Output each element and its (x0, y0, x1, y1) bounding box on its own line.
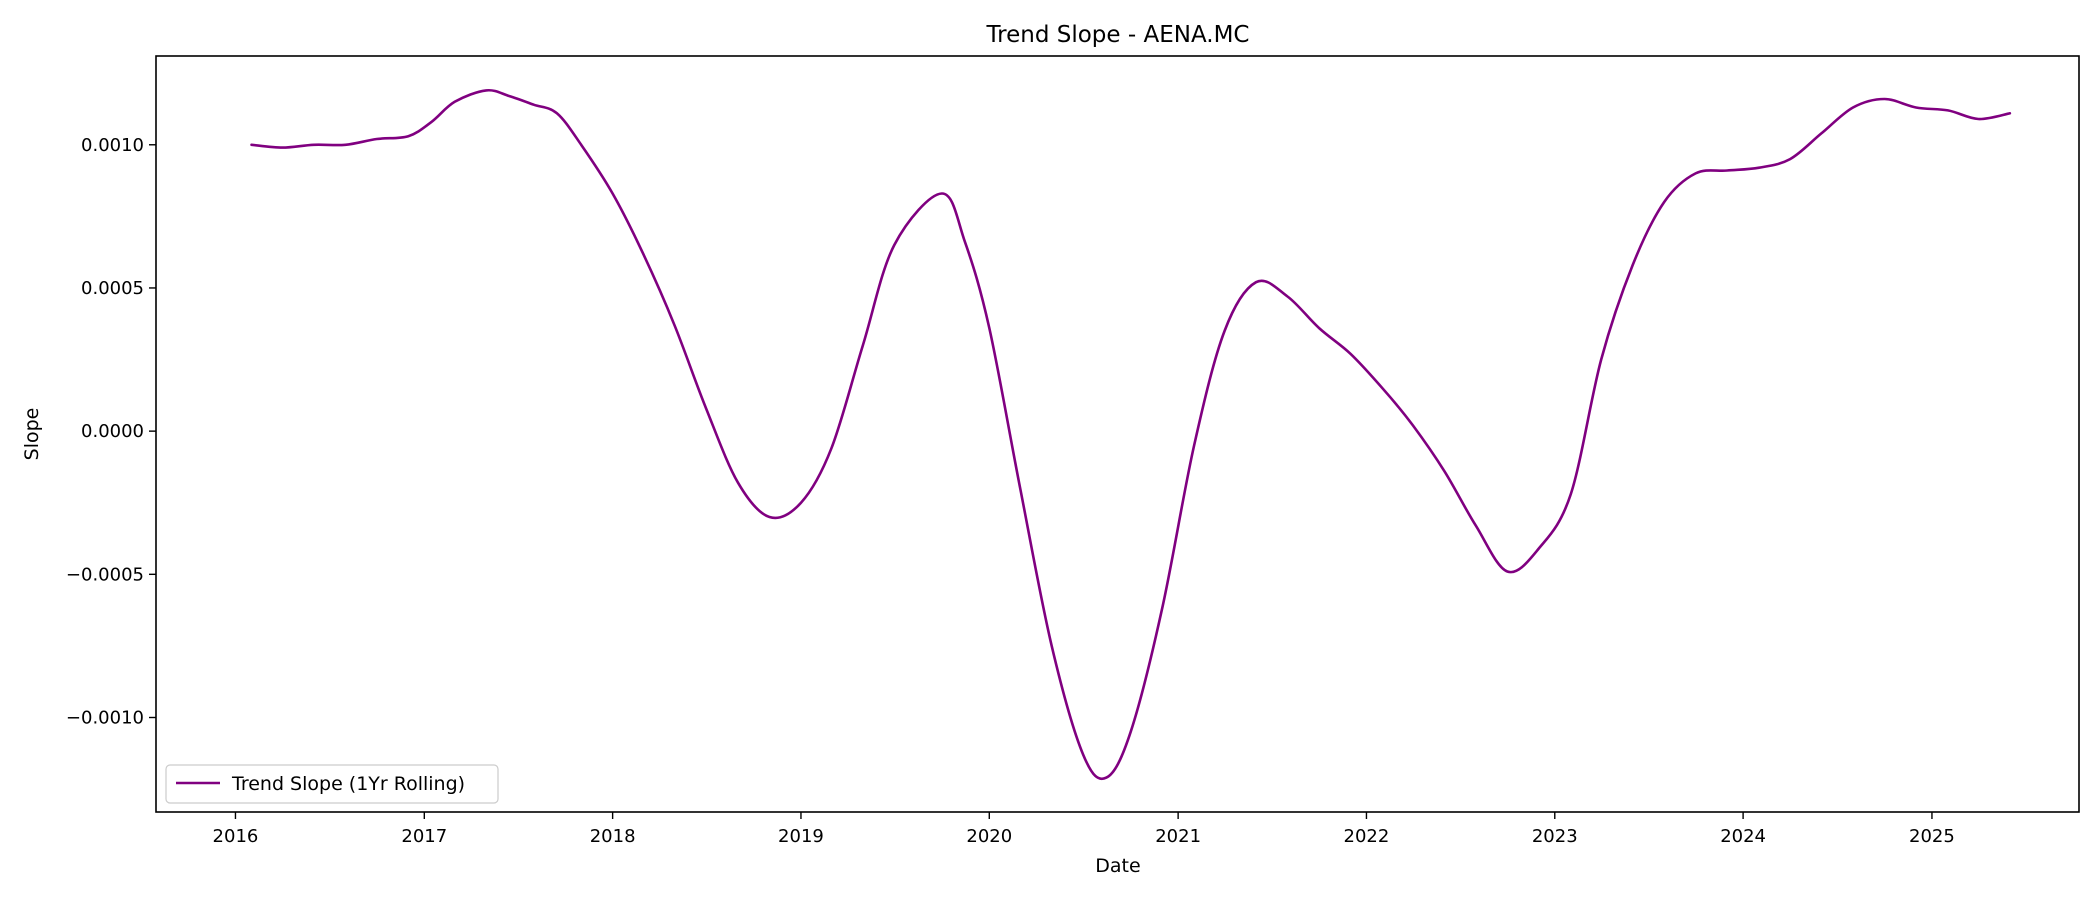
x-tick-label: 2025 (1909, 826, 1955, 847)
x-tick-label: 2019 (778, 826, 824, 847)
y-tick-label: 0.0005 (81, 278, 144, 299)
x-tick-label: 2024 (1720, 826, 1766, 847)
x-tick-label: 2016 (213, 826, 259, 847)
x-tick-label: 2021 (1155, 826, 1201, 847)
legend-box (165, 764, 499, 804)
y-tick-label: 0.0000 (81, 421, 144, 442)
x-tick-label: 2022 (1344, 826, 1390, 847)
y-tick-label: −0.0010 (66, 708, 144, 729)
y-tick-label: −0.0005 (66, 564, 144, 585)
y-axis-label: Slope (21, 408, 43, 461)
x-tick-label: 2017 (401, 826, 447, 847)
y-tick-label: 0.0010 (81, 135, 144, 156)
x-tick-label: 2020 (966, 826, 1012, 847)
x-tick-label: 2018 (590, 826, 636, 847)
legend-label: Trend Slope (1Yr Rolling) (231, 773, 465, 795)
series-line-trend-slope (250, 88, 2012, 781)
x-axis-label: Date (1095, 855, 1140, 877)
plot-frame (155, 55, 2080, 813)
x-tick-label: 2023 (1532, 826, 1578, 847)
y-axis: −0.0010 −0.0005 0.0000 0.0005 0.0010 (66, 135, 156, 729)
x-axis: 2016 2017 2018 2019 2020 2021 2022 2023 2024 2025 (213, 812, 1955, 847)
chart-title: Trend Slope - AENA.MC (985, 22, 1249, 48)
legend: Trend Slope (1Yr Rolling) (165, 764, 499, 804)
series-layer (250, 88, 2012, 781)
